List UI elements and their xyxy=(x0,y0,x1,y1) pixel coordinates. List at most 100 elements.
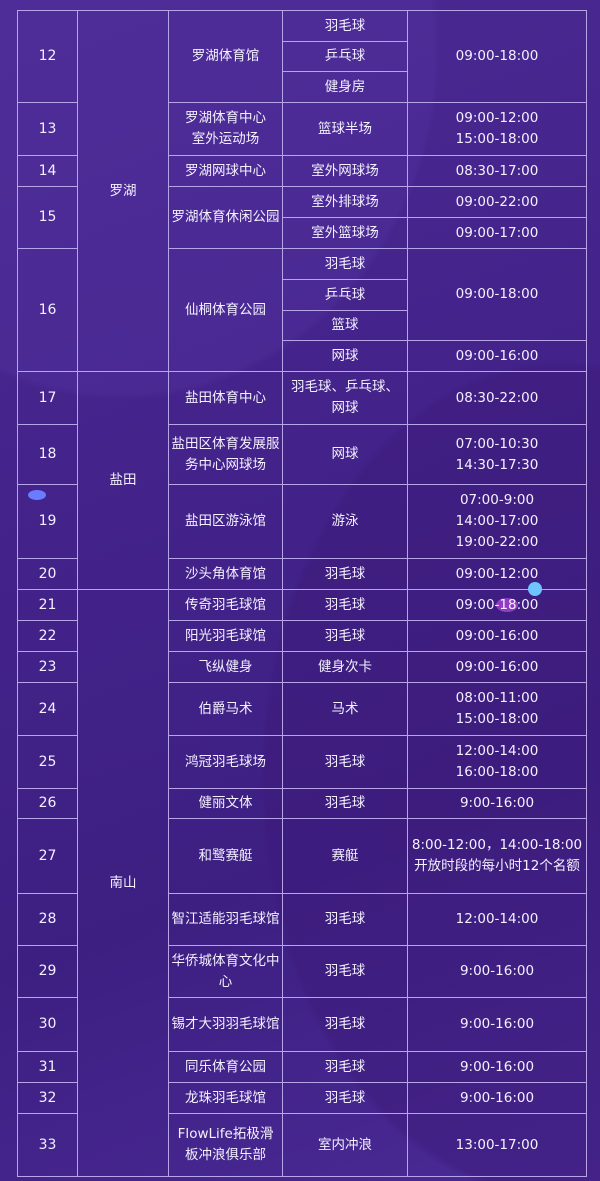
row-number: 13 xyxy=(17,102,78,156)
venue-cell: 健丽文体 xyxy=(168,788,283,819)
venue-cell: 同乐体育公园 xyxy=(168,1051,283,1083)
hours-cell: 07:00-10:30 14:30-17:30 xyxy=(407,424,587,485)
sport-cell: 室外篮球场 xyxy=(282,217,408,249)
hours-cell: 09:00-16:00 xyxy=(407,651,587,683)
row-number: 31 xyxy=(17,1051,78,1083)
hours-cell: 12:00-14:00 16:00-18:00 xyxy=(407,735,587,789)
row-number: 24 xyxy=(17,682,78,736)
row-number: 18 xyxy=(17,424,78,485)
venue-cell: 飞纵健身 xyxy=(168,651,283,683)
row-number: 14 xyxy=(17,155,78,187)
sport-cell: 室外网球场 xyxy=(282,155,408,187)
table-row: 32 龙珠羽毛球馆 羽毛球 9:00-16:00 xyxy=(17,1082,587,1114)
row-number: 22 xyxy=(17,620,78,652)
hours-cell: 09:00-18:00 xyxy=(407,248,587,341)
venue-cell: 龙珠羽毛球馆 xyxy=(168,1082,283,1114)
venue-cell: 罗湖体育中心 室外运动场 xyxy=(168,102,283,156)
sport-cell: 健身次卡 xyxy=(282,651,408,683)
table-row: 33 FlowLife拓极滑板冲浪俱乐部 室内冲浪 13:00-17:00 xyxy=(17,1113,587,1177)
sport-cell: 乒乓球 xyxy=(282,41,408,72)
table-row: 29 华侨城体育文化中心 羽毛球 9:00-16:00 xyxy=(17,945,587,998)
row-number: 15 xyxy=(17,186,78,249)
venue-cell: 鸿冠羽毛球场 xyxy=(168,735,283,789)
row-number: 20 xyxy=(17,558,78,590)
venue-cell: 沙头角体育馆 xyxy=(168,558,283,590)
venue-cell: 罗湖网球中心 xyxy=(168,155,283,187)
venue-cell: 罗湖体育休闲公园 xyxy=(168,186,283,249)
sport-cell: 乒乓球 xyxy=(282,279,408,311)
row-number: 17 xyxy=(17,371,78,425)
sport-cell: 篮球 xyxy=(282,310,408,341)
row-number: 29 xyxy=(17,945,78,998)
sport-cell: 羽毛球 xyxy=(282,997,408,1052)
table-row: 22 阳光羽毛球馆 羽毛球 09:00-16:00 xyxy=(17,620,587,652)
hours-cell: 09:00-16:00 xyxy=(407,340,587,372)
sport-cell: 网球 xyxy=(282,424,408,485)
table-row: 网球 09:00-16:00 xyxy=(18,340,587,372)
sport-cell: 网球 xyxy=(282,340,408,372)
table-row: 30 锡才大羽羽毛球馆 羽毛球 9:00-16:00 xyxy=(17,997,587,1052)
table-row: 17 盐田 盐田体育中心 羽毛球、乒乓球、网球 08:30-22:00 xyxy=(17,371,587,590)
table-row: 24 伯爵马术 马术 08:00-11:00 15:00-18:00 xyxy=(17,682,587,736)
sport-cell: 羽毛球 xyxy=(282,735,408,789)
venue-cell: 阳光羽毛球馆 xyxy=(168,620,283,652)
row-number: 12 xyxy=(17,10,78,103)
sport-cell: 室外排球场 xyxy=(282,186,408,218)
sport-cell: 羽毛球、乒乓球、网球 xyxy=(282,371,408,425)
sport-cell: 羽毛球 xyxy=(282,788,408,819)
sport-cell: 羽毛球 xyxy=(282,945,408,998)
venue-cell: 伯爵马术 xyxy=(168,682,283,736)
table-row: 13 罗湖体育中心 室外运动场 篮球半场 09:00-12:00 15:00-18:0… xyxy=(17,102,587,156)
hours-cell: 08:30-17:00 xyxy=(407,155,587,187)
row-number: 28 xyxy=(17,893,78,946)
table-row: 18 盐田区体育发展服务中心网球场 网球 07:00-10:30 14:30-17:3… xyxy=(17,424,587,485)
hours-cell: 09:00-18:00 xyxy=(407,589,587,621)
hours-cell: 9:00-16:00 xyxy=(407,997,587,1052)
table-row: 27 和鹭赛艇 赛艇 8:00-12:00，14:00-18:00开放时段的每小时12… xyxy=(17,818,587,894)
hours-cell: 09:00-12:00 xyxy=(407,558,587,590)
district-cell: 盐田 xyxy=(77,371,169,590)
sport-cell: 篮球半场 xyxy=(282,102,408,156)
venue-cell: FlowLife拓极滑板冲浪俱乐部 xyxy=(168,1113,283,1177)
table-row: 23 飞纵健身 健身次卡 09:00-16:00 xyxy=(17,651,587,683)
sport-cell: 游泳 xyxy=(282,484,408,559)
sport-cell: 羽毛球 xyxy=(282,620,408,652)
sport-cell: 室内冲浪 xyxy=(282,1113,408,1177)
hours-cell: 9:00-16:00 xyxy=(407,945,587,998)
venue-cell: 盐田体育中心 xyxy=(168,371,283,425)
row-number: 19 xyxy=(17,484,78,559)
hours-cell: 09:00-16:00 xyxy=(407,620,587,652)
hours-cell: 07:00-9:00 14:00-17:00 19:00-22:00 xyxy=(407,484,587,559)
table-row: 15 罗湖体育休闲公园 室外排球场 09:00-22:00 xyxy=(17,186,587,249)
sport-cell: 羽毛球 xyxy=(282,1051,408,1083)
district-cell: 罗湖 xyxy=(77,10,169,372)
hours-cell: 09:00-22:00 xyxy=(407,186,587,218)
row-number: 27 xyxy=(17,818,78,894)
table-row: 19 盐田区游泳馆 游泳 07:00-9:00 14:00-17:00 19:00-2… xyxy=(17,484,587,559)
hours-cell: 9:00-16:00 xyxy=(407,1082,587,1114)
row-number: 25 xyxy=(17,735,78,789)
table-row: 乒乓球 xyxy=(18,279,587,311)
hours-cell: 9:00-16:00 xyxy=(407,1051,587,1083)
sport-cell: 羽毛球 xyxy=(282,893,408,946)
hours-cell: 09:00-17:00 xyxy=(407,217,587,249)
sport-cell: 羽毛球 xyxy=(282,1082,408,1114)
district-cell: 南山 xyxy=(77,589,169,1177)
row-number: 23 xyxy=(17,651,78,683)
venue-cell: 罗湖体育馆 xyxy=(168,10,283,103)
row-number: 33 xyxy=(17,1113,78,1177)
table-row: 21 南山 传奇羽毛球馆 羽毛球 09:00-18:00 xyxy=(17,589,587,1177)
sport-cell: 羽毛球 xyxy=(282,248,408,280)
hours-cell: 08:30-22:00 xyxy=(407,371,587,425)
hours-cell: 12:00-14:00 xyxy=(407,893,587,946)
row-number: 26 xyxy=(17,788,78,819)
venue-cell: 和鹭赛艇 xyxy=(168,818,283,894)
sport-cell: 赛艇 xyxy=(282,818,408,894)
hours-cell: 9:00-16:00 xyxy=(407,788,587,819)
sport-cell: 马术 xyxy=(282,682,408,736)
venue-cell: 传奇羽毛球馆 xyxy=(168,589,283,621)
row-number: 16 xyxy=(17,248,78,372)
hours-cell: 08:00-11:00 15:00-18:00 xyxy=(407,682,587,736)
table-row: 14 罗湖网球中心 室外网球场 08:30-17:00 xyxy=(17,155,587,187)
row-number: 32 xyxy=(17,1082,78,1114)
